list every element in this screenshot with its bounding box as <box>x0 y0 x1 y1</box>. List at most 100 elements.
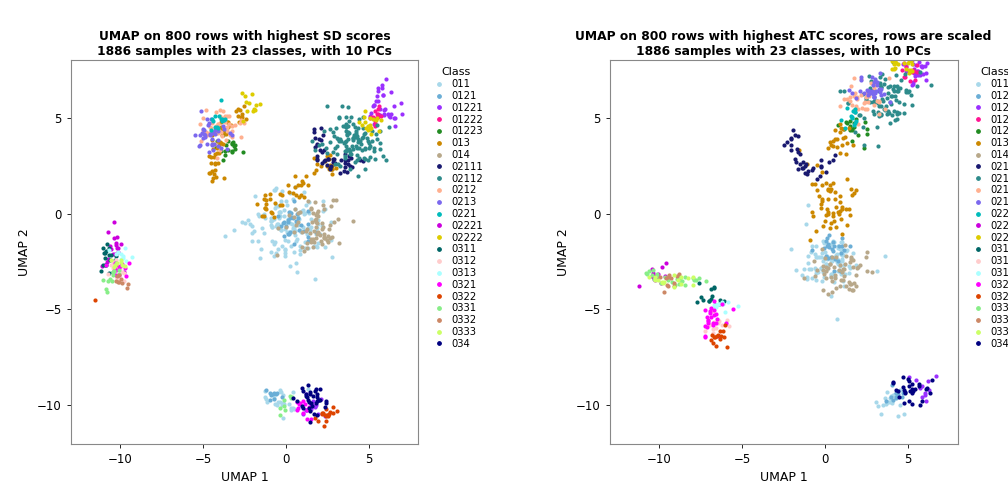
Point <box>835 265 851 273</box>
Point <box>276 218 292 226</box>
Point <box>245 107 261 115</box>
Point <box>896 109 912 117</box>
Point <box>884 381 900 389</box>
Point <box>382 113 398 121</box>
Point <box>281 214 297 222</box>
Point <box>362 120 378 129</box>
Point <box>900 66 916 74</box>
Point <box>904 67 920 75</box>
Point <box>224 148 240 156</box>
Point <box>824 219 840 227</box>
Point <box>869 267 885 275</box>
Point <box>838 247 854 256</box>
Point <box>861 92 877 100</box>
Point <box>242 220 258 228</box>
Point <box>843 185 859 193</box>
Point <box>273 226 289 234</box>
Point <box>860 87 876 95</box>
Point <box>309 212 326 220</box>
Point <box>210 120 226 128</box>
Point <box>277 406 293 414</box>
Point <box>105 264 121 272</box>
Point <box>370 87 386 95</box>
Point <box>290 181 306 190</box>
Point <box>712 335 728 343</box>
Point <box>317 234 333 242</box>
Point <box>293 181 309 190</box>
Point <box>338 123 354 131</box>
Point <box>305 410 322 418</box>
Point <box>110 248 126 256</box>
Point <box>872 81 888 89</box>
Point <box>229 107 245 115</box>
Point <box>326 196 342 204</box>
Point <box>302 405 319 413</box>
Point <box>93 267 109 275</box>
Point <box>246 104 262 112</box>
Point <box>826 179 842 187</box>
Point <box>213 147 229 155</box>
Point <box>296 188 312 196</box>
Point <box>324 233 340 241</box>
Point <box>866 93 882 101</box>
Point <box>842 269 858 277</box>
Point <box>310 207 327 215</box>
Point <box>823 186 839 194</box>
Point <box>357 129 373 137</box>
Point <box>296 238 312 246</box>
Point <box>241 98 257 106</box>
Point <box>234 218 250 226</box>
Point <box>108 241 124 249</box>
Point <box>880 398 896 406</box>
Point <box>914 382 930 390</box>
Point <box>226 226 242 234</box>
Point <box>854 104 870 112</box>
Point <box>842 280 858 288</box>
Point <box>822 260 838 268</box>
Point <box>257 204 273 212</box>
Point <box>309 397 326 405</box>
Point <box>308 156 325 164</box>
Point <box>268 401 284 409</box>
Point <box>115 253 131 261</box>
Point <box>887 71 903 79</box>
Point <box>107 256 123 264</box>
Point <box>206 145 222 153</box>
Point <box>298 406 314 414</box>
Point <box>672 273 688 281</box>
Point <box>278 219 294 227</box>
Point <box>354 146 370 154</box>
Point <box>707 306 723 314</box>
Point <box>875 96 891 104</box>
Point <box>904 400 920 408</box>
Point <box>264 216 280 224</box>
Point <box>918 53 934 61</box>
Point <box>313 410 330 418</box>
Point <box>798 220 814 228</box>
Point <box>233 116 249 124</box>
Point <box>213 117 229 125</box>
Point <box>834 268 850 276</box>
Point <box>892 401 908 409</box>
Point <box>233 133 249 141</box>
Point <box>271 398 287 406</box>
Point <box>345 142 361 150</box>
Point <box>877 75 893 83</box>
Point <box>369 135 385 143</box>
Point <box>818 255 835 263</box>
Point <box>895 390 911 398</box>
Point <box>322 225 338 233</box>
Point <box>889 87 905 95</box>
Point <box>362 111 378 119</box>
Point <box>208 144 224 152</box>
Point <box>650 270 666 278</box>
Point <box>909 82 925 90</box>
Point <box>711 300 727 308</box>
Point <box>901 87 917 95</box>
Point <box>708 342 724 350</box>
Point <box>855 123 871 131</box>
Point <box>657 272 673 280</box>
Point <box>283 227 299 235</box>
Point <box>805 212 822 220</box>
Point <box>833 215 849 223</box>
